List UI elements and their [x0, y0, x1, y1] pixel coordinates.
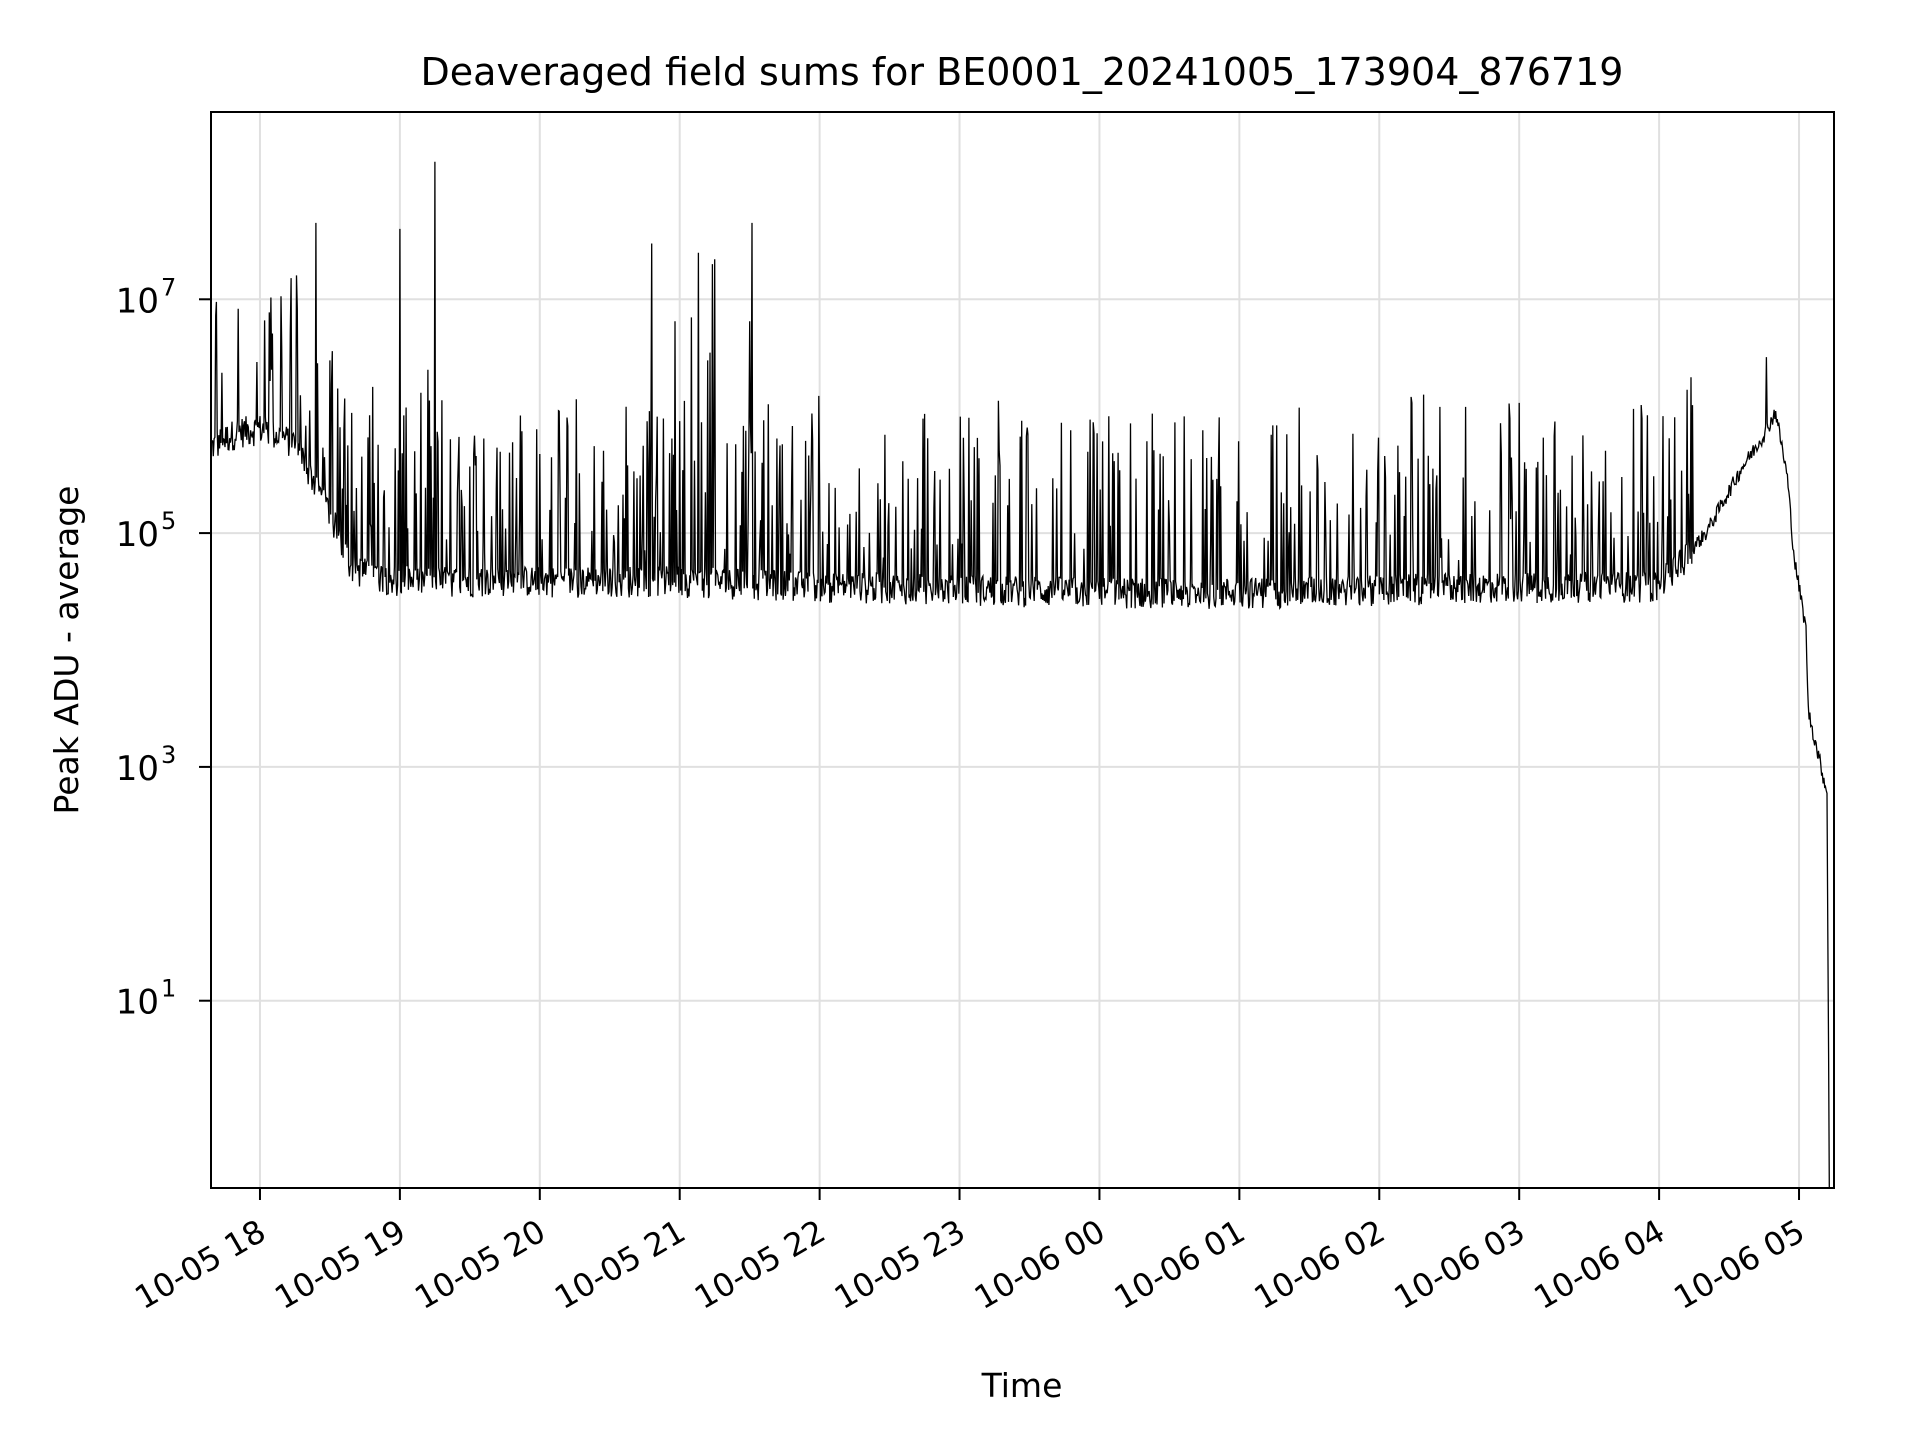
y-tick-label: 10: [116, 983, 159, 1023]
y-tick-exponent: 1: [161, 975, 176, 1003]
series-line: [210, 161, 1830, 1189]
y-tick-base: 10: [116, 749, 159, 789]
y-tick-label: 10: [116, 515, 159, 555]
y-tick-exponent: 3: [161, 741, 176, 769]
y-tick-base: 10: [116, 983, 159, 1023]
series-group: [210, 161, 1830, 1189]
x-axis-label: Time: [981, 1366, 1063, 1405]
y-tick-base: 10: [116, 515, 159, 555]
chart-title: Deaveraged field sums for BE0001_2024100…: [421, 50, 1624, 94]
y-tick-label: 10: [116, 281, 159, 321]
y-tick-exponent: 7: [161, 273, 176, 301]
y-axis-label: Peak ADU - average: [47, 486, 86, 815]
y-tick-exponent: 5: [161, 507, 176, 535]
plot-frame: [210, 111, 1835, 1189]
y-tick-base: 10: [116, 281, 159, 321]
y-tick-label: 10: [116, 749, 159, 789]
